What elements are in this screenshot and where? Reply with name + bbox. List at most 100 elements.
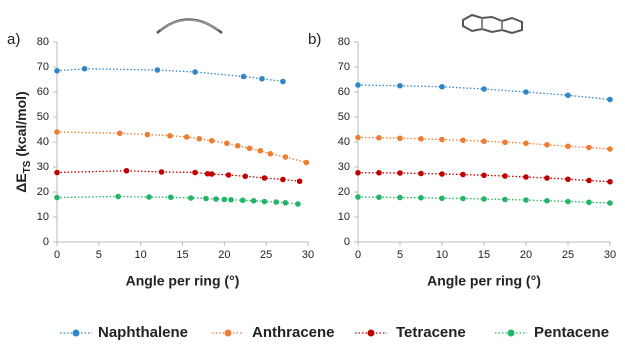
data-point bbox=[565, 143, 571, 149]
data-point bbox=[586, 199, 592, 205]
data-point bbox=[226, 172, 232, 178]
y-tick-label: 20 bbox=[37, 186, 49, 198]
data-point bbox=[355, 135, 361, 141]
data-point bbox=[397, 195, 403, 201]
series-line bbox=[57, 197, 298, 205]
data-point bbox=[523, 174, 529, 180]
data-point bbox=[502, 139, 508, 145]
y-tick-label: 30 bbox=[338, 161, 350, 173]
y-tick-label: 40 bbox=[37, 136, 49, 148]
data-point bbox=[251, 198, 257, 204]
data-point bbox=[240, 197, 246, 203]
x-tick-label: 25 bbox=[260, 249, 272, 261]
data-point bbox=[523, 197, 529, 203]
panel-label: a) bbox=[7, 31, 20, 48]
data-point bbox=[283, 200, 289, 206]
legend-marker bbox=[508, 330, 515, 337]
y-tick-label: 60 bbox=[37, 86, 49, 98]
x-tick-label: 5 bbox=[397, 249, 403, 261]
data-point bbox=[159, 169, 165, 175]
molecule-bent-icon bbox=[157, 20, 222, 34]
data-point bbox=[481, 172, 487, 178]
data-point bbox=[586, 178, 592, 184]
data-point bbox=[397, 170, 403, 176]
data-point bbox=[280, 177, 286, 183]
data-point bbox=[167, 133, 173, 139]
data-point bbox=[481, 138, 487, 144]
data-point bbox=[203, 196, 209, 202]
data-point bbox=[376, 170, 382, 176]
y-tick-label: 10 bbox=[338, 211, 350, 223]
data-point bbox=[544, 175, 550, 181]
x-tick-label: 30 bbox=[302, 249, 314, 261]
legend-label: Anthracene bbox=[252, 324, 335, 341]
x-tick-label: 25 bbox=[562, 249, 574, 261]
data-point bbox=[439, 84, 445, 90]
data-point bbox=[418, 171, 424, 177]
y-tick-label: 70 bbox=[338, 61, 350, 73]
y-tick-label: 80 bbox=[338, 36, 350, 48]
y-axis-label-part: TS bbox=[22, 160, 33, 173]
panel-label: b) bbox=[308, 31, 321, 48]
data-point bbox=[168, 194, 174, 200]
x-tick-label: 15 bbox=[478, 249, 490, 261]
data-point bbox=[460, 172, 466, 178]
x-tick-label: 30 bbox=[604, 249, 616, 261]
data-point bbox=[192, 69, 198, 75]
x-axis-label: Angle per ring (°) bbox=[126, 273, 240, 289]
data-point bbox=[607, 97, 613, 103]
y-tick-label: 0 bbox=[43, 236, 49, 248]
data-point bbox=[146, 194, 152, 200]
x-tick-label: 5 bbox=[96, 249, 102, 261]
y-tick-label: 10 bbox=[37, 211, 49, 223]
data-point bbox=[54, 195, 60, 201]
data-point bbox=[397, 83, 403, 89]
data-point bbox=[439, 171, 445, 177]
data-point bbox=[117, 130, 123, 136]
series-line bbox=[57, 69, 283, 82]
y-tick-label: 60 bbox=[338, 86, 350, 98]
data-point bbox=[54, 68, 60, 74]
data-point bbox=[460, 196, 466, 202]
data-point bbox=[565, 92, 571, 98]
data-point bbox=[544, 142, 550, 148]
data-point bbox=[544, 198, 550, 204]
x-tick-label: 0 bbox=[54, 249, 60, 261]
data-point bbox=[565, 176, 571, 182]
x-tick-label: 10 bbox=[436, 249, 448, 261]
figure: a)01020304050607080051015202530Angle per… bbox=[0, 0, 625, 343]
data-point bbox=[184, 134, 190, 140]
data-point bbox=[209, 171, 215, 177]
data-point bbox=[273, 199, 279, 205]
legend-label: Naphthalene bbox=[98, 324, 188, 341]
data-point bbox=[283, 154, 289, 160]
data-point bbox=[418, 136, 424, 142]
y-tick-label: 50 bbox=[37, 111, 49, 123]
data-point bbox=[439, 195, 445, 201]
data-point bbox=[247, 145, 253, 151]
molecule-twisted-icon bbox=[463, 15, 522, 33]
y-tick-label: 20 bbox=[338, 186, 350, 198]
legend-label: Pentacene bbox=[534, 324, 609, 341]
data-point bbox=[54, 129, 60, 135]
data-point bbox=[304, 160, 310, 166]
data-point bbox=[258, 148, 264, 154]
y-axis-label: ΔETS (kcal/mol) bbox=[13, 91, 33, 192]
data-point bbox=[188, 195, 194, 201]
y-axis-label-part: (kcal/mol) bbox=[13, 91, 29, 160]
x-tick-label: 0 bbox=[355, 249, 361, 261]
data-point bbox=[607, 200, 613, 206]
data-point bbox=[54, 170, 60, 176]
data-point bbox=[460, 137, 466, 143]
data-point bbox=[376, 194, 382, 200]
data-point bbox=[192, 170, 198, 176]
series-line bbox=[57, 132, 306, 163]
data-point bbox=[209, 138, 215, 144]
data-point bbox=[82, 66, 88, 72]
data-point bbox=[224, 140, 230, 146]
data-point bbox=[355, 170, 361, 176]
data-point bbox=[523, 89, 529, 95]
data-point bbox=[213, 196, 219, 202]
data-point bbox=[262, 175, 268, 181]
x-tick-label: 20 bbox=[218, 249, 230, 261]
